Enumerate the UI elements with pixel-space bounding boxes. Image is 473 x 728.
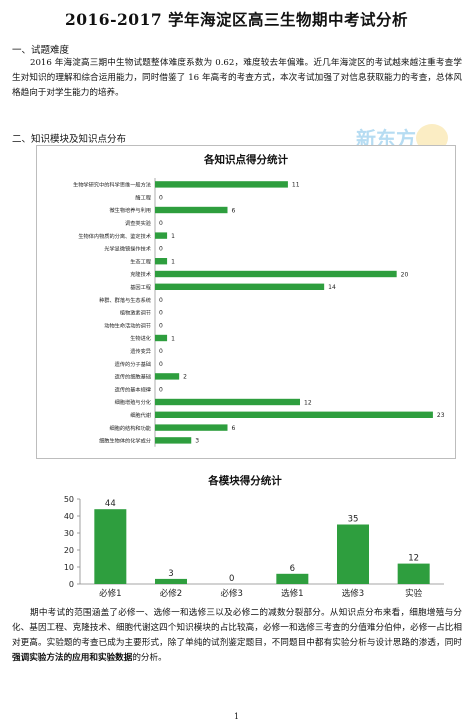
data-label: 14 (328, 284, 336, 291)
bar (337, 524, 369, 584)
category-label: 动物生命活动的调节 (104, 321, 151, 329)
page-number: 1 (233, 712, 240, 721)
knowledge-point-chart: 各知识点得分统计 生物学研究中的科学思维一般方法 11 酶工程 0 微生物培养与利用 6 调… (36, 145, 456, 459)
x-tick-label: 必修3 (220, 588, 242, 599)
data-label: 0 (159, 323, 163, 330)
category-label: 生态工程 (130, 257, 151, 265)
x-tick-label: 必修2 (160, 588, 182, 599)
category-label: 遗传的基本规律 (115, 385, 151, 393)
summary-text: 期中考试的范围涵盖了必修一、选修一和选修三以及必修二的减数分裂部分。从知识点分布… (12, 608, 462, 648)
data-label: 35 (348, 515, 359, 525)
data-label: 0 (159, 246, 163, 253)
category-label: 植物激素调节 (120, 309, 151, 317)
category-label: 生物体内物质的分离、鉴定技术 (78, 232, 151, 240)
summary-bold-text: 强调实验方法的应用和实验数据 (12, 653, 133, 663)
bar (94, 509, 127, 584)
data-label: 1 (171, 233, 175, 240)
data-label: 1 (171, 259, 175, 266)
y-tick-label: 40 (64, 512, 74, 521)
category-label: 调查类实验 (125, 219, 152, 227)
bar (155, 270, 397, 278)
module-chart-title: 各模块得分统计 (208, 475, 282, 487)
x-tick-label: 选修1 (281, 588, 303, 599)
x-tick-label: 选修3 (342, 588, 364, 599)
category-label: 种群、群落与生态系统 (99, 296, 151, 304)
document-title: 2016-2017 学年海淀区高三生物期中考试分析 (64, 10, 409, 29)
category-label: 克隆技术 (130, 270, 151, 278)
data-label: 0 (159, 195, 163, 202)
category-label: 生物进化 (130, 334, 151, 342)
data-label: 3 (168, 569, 173, 579)
knowledge-chart-title: 各知识点得分统计 (204, 154, 288, 166)
bar (155, 578, 187, 584)
category-label: 遗传的细胞基础 (115, 373, 151, 381)
y-tick-label: 30 (64, 529, 74, 538)
bar (155, 334, 168, 342)
difficulty-paragraph: 2016 年海淀高三期中生物试题整体难度系数为 0.62，难度较去年偏难。近几年… (12, 58, 462, 98)
data-label: 12 (408, 554, 419, 564)
category-label: 光学显微镜操作技术 (104, 245, 151, 253)
summary-paragraph: 期中考试的范围涵盖了必修一、选修一和选修三以及必修二的减数分裂部分。从知识点分布… (12, 606, 462, 666)
bar (155, 424, 228, 431)
category-label: 基因工程 (130, 283, 151, 291)
data-label: 44 (105, 499, 116, 509)
data-label: 1 (171, 335, 175, 342)
data-label: 12 (304, 399, 312, 406)
x-tick-label: 实验 (405, 588, 423, 599)
y-tick-label: 50 (64, 495, 74, 504)
data-label: 0 (159, 348, 163, 355)
data-label: 0 (229, 574, 234, 584)
section-heading-distribution: 二、知识模块及知识点分布 (12, 134, 127, 145)
bar (155, 181, 288, 188)
category-label: 微生物培养与利用 (109, 206, 151, 214)
category-label: 生物学研究中的科学思维一般方法 (73, 181, 151, 189)
section-heading-difficulty: 一、试题难度 (12, 45, 70, 56)
category-label: 酶工程 (135, 193, 151, 201)
data-label: 0 (159, 361, 163, 368)
data-label: 0 (159, 220, 163, 227)
bar (155, 373, 180, 380)
category-label: 细胞代谢 (130, 411, 151, 419)
category-label: 细胞生物体的化学成分 (99, 437, 151, 445)
category-label: 遗传的分子基础 (115, 360, 151, 368)
category-label: 遗传变异 (130, 347, 151, 355)
bar (397, 563, 430, 584)
y-tick-label: 0 (69, 580, 74, 589)
bar (155, 398, 300, 406)
summary-end-text: 的分析。 (132, 653, 167, 663)
data-label: 0 (159, 297, 163, 304)
bar (155, 283, 325, 290)
x-tick-label: 必修1 (99, 588, 121, 599)
data-label: 3 (195, 438, 199, 445)
bar (155, 206, 228, 214)
data-label: 2 (183, 374, 187, 381)
data-label: 0 (159, 310, 163, 317)
y-tick-label: 20 (64, 546, 74, 555)
data-label: 20 (401, 271, 409, 278)
data-label: 23 (437, 412, 445, 419)
category-label: 细胞的结构和功能 (109, 424, 151, 432)
data-label: 6 (290, 564, 295, 574)
data-label: 0 (159, 387, 163, 394)
data-label: 11 (292, 182, 300, 189)
module-chart: 各模块得分统计 0 10 20 30 40 50 44 必修1 3 必修2 0 必修3 6 选修1 35 选修… (36, 461, 454, 601)
bar (276, 573, 309, 584)
y-tick-label: 10 (64, 563, 74, 572)
module-chart-plot: 0 10 20 30 40 50 44 必修1 3 必修2 0 必修3 6 选修1 35 选修3 12 实验 (64, 495, 444, 599)
bar (155, 411, 433, 418)
bar (155, 258, 168, 265)
bar (155, 232, 168, 239)
data-label: 6 (232, 425, 236, 432)
bar (155, 437, 192, 444)
data-label: 6 (232, 207, 236, 214)
category-label: 细胞增殖与分化 (115, 398, 151, 406)
